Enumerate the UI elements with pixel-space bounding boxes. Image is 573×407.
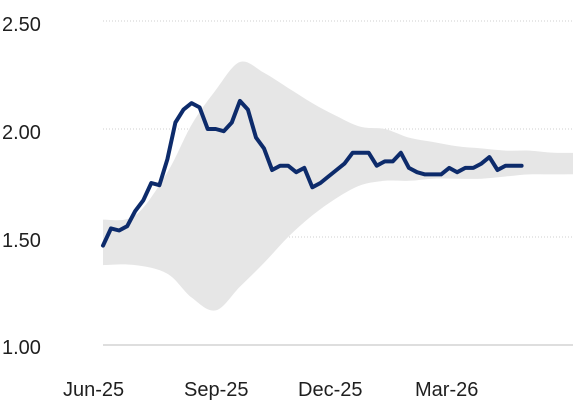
y-tick-label-1-5: 1.50 (2, 230, 41, 252)
x-tick-label-jun-25: Jun-25 (63, 379, 124, 401)
y-tick-labels: 1.00 1.50 2.00 2.50 (2, 14, 41, 359)
y-tick-label-2-5: 2.50 (2, 14, 41, 36)
x-tick-label-sep-25: Sep-25 (184, 379, 249, 401)
range-band-layer (103, 61, 573, 311)
series-line-layer (101, 98, 524, 248)
y-tick-label-2: 2.00 (2, 122, 41, 144)
y-tick-label-1: 1.00 (2, 337, 41, 359)
series-line (101, 98, 524, 248)
x-tick-labels: Jun-25 Sep-25 Dec-25 Mar-26 (63, 379, 478, 401)
x-tick-label-dec-25: Dec-25 (298, 379, 362, 401)
range-band (103, 61, 573, 311)
x-tick-label-mar-26: Mar-26 (415, 379, 478, 401)
